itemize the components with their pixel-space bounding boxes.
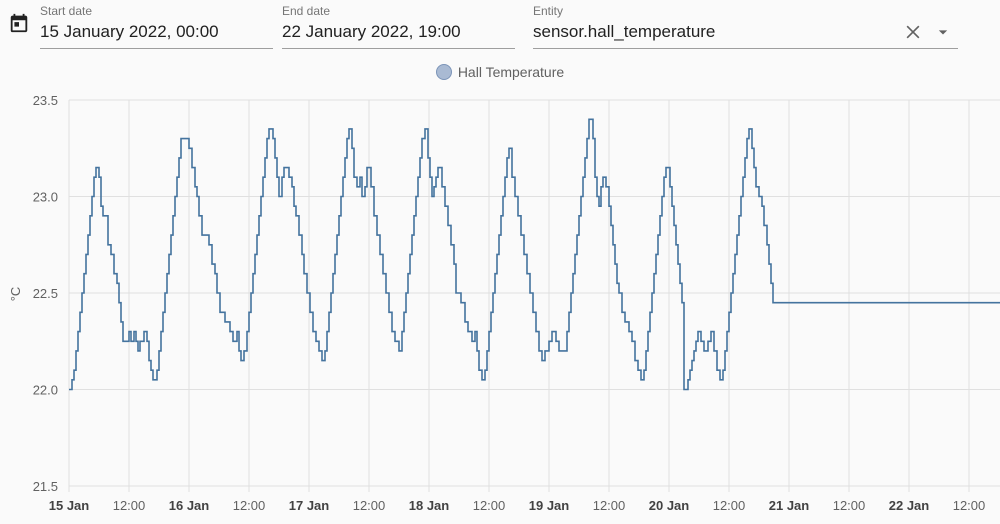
x-tick-label: 17 Jan	[289, 498, 330, 513]
x-tick-label: 12:00	[713, 498, 746, 513]
x-tick-label: 18 Jan	[409, 498, 450, 513]
history-toolbar: Start date 15 January 2022, 00:00 End da…	[0, 0, 1000, 58]
close-icon[interactable]	[903, 22, 923, 42]
start-date-label: Start date	[40, 4, 93, 18]
chart-legend: Hall Temperature	[0, 64, 1000, 86]
calendar-icon[interactable]	[8, 12, 30, 34]
y-tick-label: 23.0	[33, 190, 58, 205]
x-tick-label: 16 Jan	[169, 498, 210, 513]
x-tick-label: 12:00	[953, 498, 986, 513]
start-date-value[interactable]: 15 January 2022, 00:00	[40, 22, 219, 41]
y-tick-label: 21.5	[33, 479, 58, 494]
x-tick-label: 12:00	[233, 498, 266, 513]
caret-down-icon[interactable]	[933, 22, 953, 42]
x-tick-label: 12:00	[473, 498, 506, 513]
x-tick-label: 19 Jan	[529, 498, 570, 513]
x-tick-label: 12:00	[113, 498, 146, 513]
start-date-field[interactable]: Start date 15 January 2022, 00:00	[40, 0, 273, 49]
x-tick-label: 22 Jan	[889, 498, 930, 513]
entity-label: Entity	[533, 4, 564, 18]
legend-item[interactable]: Hall Temperature	[435, 64, 565, 80]
y-tick-label: 23.5	[33, 93, 58, 108]
legend-label: Hall Temperature	[457, 64, 565, 80]
x-tick-label: 21 Jan	[769, 498, 810, 513]
x-tick-label: 12:00	[353, 498, 386, 513]
x-tick-label: 15 Jan	[49, 498, 90, 513]
x-tick-label: 20 Jan	[649, 498, 690, 513]
y-tick-label: 22.5	[33, 286, 58, 301]
end-date-value[interactable]: 22 January 2022, 19:00	[282, 22, 461, 41]
series-line-hall-temperature	[69, 118, 1000, 391]
y-axis-label: °C	[8, 287, 23, 302]
legend-swatch	[435, 64, 452, 80]
y-tick-label: 22.0	[33, 383, 58, 398]
temperature-chart: 21.5 22.0 22.5 23.0 23.5 15 Jan 12:00 16 Jan 12:…	[8, 93, 1000, 513]
x-tick-label: 12:00	[833, 498, 866, 513]
entity-picker[interactable]: Entity sensor.hall_temperature	[533, 0, 958, 49]
end-date-label: End date	[282, 4, 331, 18]
entity-value[interactable]: sensor.hall_temperature	[533, 22, 716, 41]
end-date-field[interactable]: End date 22 January 2022, 19:00	[282, 0, 515, 49]
x-tick-label: 12:00	[593, 498, 626, 513]
